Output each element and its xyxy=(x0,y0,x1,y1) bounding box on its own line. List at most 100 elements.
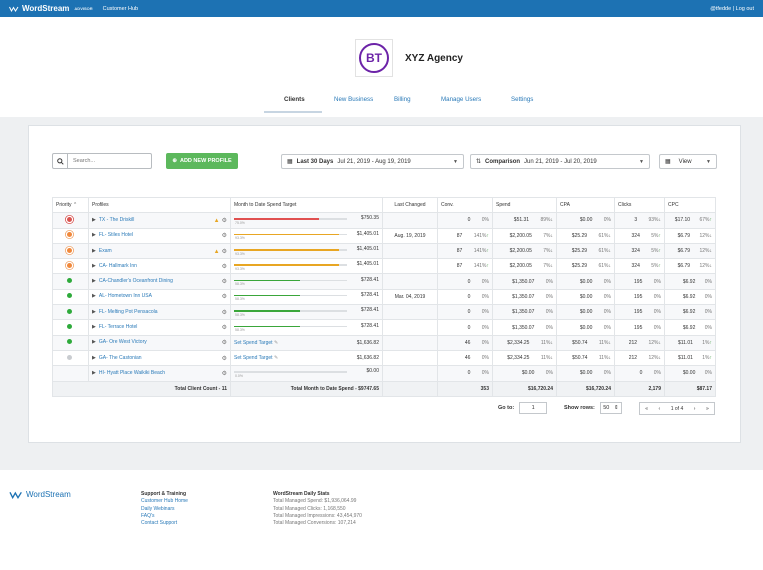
first-page-icon[interactable]: « xyxy=(645,405,649,412)
footer-brand[interactable]: WordStream xyxy=(9,490,71,499)
table-row[interactable]: ▶ CA- Hallmark Inn ⚙ 93.3% $1,405.01 87 141… xyxy=(52,258,716,275)
profile-cell[interactable]: ▶ GA- The Castonian ⚙ xyxy=(88,349,231,367)
prev-page-icon[interactable]: ‹ xyxy=(658,405,661,412)
profile-cell[interactable]: ▶ TX - The Driskill ▲ ⚙ xyxy=(88,212,231,229)
date-range-dropdown[interactable]: ▦ Last 30 Days Jul 21, 2019 - Aug 19, 20… xyxy=(281,154,464,169)
expand-chevron-icon[interactable]: ▶ xyxy=(92,216,96,223)
col-spend[interactable]: Spend xyxy=(492,196,557,214)
table-row[interactable]: ▶ TX - The Driskill ▲ ⚙ 75.0% $750.35 0 0% $… xyxy=(52,212,716,229)
comparison-dropdown[interactable]: ⇅ Comparison Jun 21, 2019 - Jul 20, 2019… xyxy=(470,154,650,169)
profile-link[interactable]: Exam xyxy=(98,247,112,254)
footer-link-customer-hub[interactable]: Customer Hub Home xyxy=(141,498,188,505)
customer-hub-label[interactable]: Customer Hub xyxy=(102,5,139,12)
pencil-icon[interactable]: ✎ xyxy=(273,339,279,346)
profile-cell[interactable]: ▶ FL- Stiles Hotel ⚙ xyxy=(88,227,231,244)
expand-chevron-icon[interactable]: ▶ xyxy=(92,278,96,285)
rows-select[interactable]: 50 ⇕ xyxy=(599,402,622,414)
tab-billing[interactable]: Billing xyxy=(394,96,411,103)
profile-link[interactable]: FL- Stiles Hotel xyxy=(98,232,134,239)
col-clicks[interactable]: Clicks xyxy=(614,196,665,214)
profile-link[interactable]: GA- The Castonian xyxy=(98,354,142,361)
col-cpc[interactable]: CPC xyxy=(664,196,716,214)
profile-link[interactable]: FL- Terrace Hotel xyxy=(98,324,138,331)
table-row[interactable]: ▶ FL- Stiles Hotel ⚙ 93.3% $1,405.01 Aug. 1… xyxy=(52,227,716,244)
add-new-profile-button[interactable]: ⊕ ADD NEW PROFILE xyxy=(166,153,238,169)
view-dropdown[interactable]: ▦ View ▼ xyxy=(659,154,717,169)
profile-cell[interactable]: ▶ FL- Terrace Hotel ⚙ xyxy=(88,319,231,336)
tab-manage-users[interactable]: Manage Users xyxy=(441,96,482,103)
gear-icon[interactable]: ⚙ xyxy=(221,217,227,224)
expand-chevron-icon[interactable]: ▶ xyxy=(92,339,96,346)
expand-chevron-icon[interactable]: ▶ xyxy=(92,308,96,315)
username-link[interactable]: @tfedde xyxy=(710,5,732,12)
table-row[interactable]: ▶ GA- Ore West Victory ⚙ Set Spend Target … xyxy=(52,334,716,351)
table-row[interactable]: ▶ FL- Terrace Hotel ⚙ 58.3% $728.41 0 0% $1… xyxy=(52,319,716,336)
profile-link[interactable]: CA- Hallmark Inn xyxy=(98,262,137,269)
gear-icon[interactable]: ⚙ xyxy=(221,233,227,240)
search-icon[interactable] xyxy=(53,154,68,168)
profile-link[interactable]: HI- Hyatt Place Waikiki Beach xyxy=(98,369,166,376)
set-spend-target-link[interactable]: Set Spend Target xyxy=(234,339,273,346)
arrow-up-icon: ↑ xyxy=(486,263,490,270)
profile-cell[interactable]: ▶ FL- Melting Pot Pensacola ⚙ xyxy=(88,304,231,321)
goto-input[interactable]: 1 xyxy=(519,402,548,414)
profile-link[interactable]: CA-Chandler's Oceanfront Dining xyxy=(98,278,173,285)
footer-link-contact[interactable]: Contact Support xyxy=(141,520,178,527)
table-row[interactable]: ▶ AL- Hometown Inn USA ⚙ 58.3% $728.41 Mar.… xyxy=(52,288,716,306)
gear-icon[interactable]: ⚙ xyxy=(221,263,227,270)
col-profiles[interactable]: Profiles xyxy=(88,196,231,214)
table-row[interactable]: ▶ HI- Hyatt Place Waikiki Beach ⚙ 0.0% $0.0… xyxy=(52,365,716,382)
profile-cell[interactable]: ▶ Exam ▲ ⚙ xyxy=(88,242,231,260)
gear-icon[interactable]: ⚙ xyxy=(221,355,227,362)
set-spend-target-link[interactable]: Set Spend Target xyxy=(234,355,273,362)
table-row[interactable]: ▶ CA-Chandler's Oceanfront Dining ⚙ 58.3% $… xyxy=(52,273,716,290)
profile-link[interactable]: FL- Melting Pot Pensacola xyxy=(98,308,158,315)
table-row[interactable]: ▶ GA- The Castonian ⚙ Set Spend Target ✎ $1… xyxy=(52,349,716,367)
expand-chevron-icon[interactable]: ▶ xyxy=(92,293,96,300)
spend-progress-fill xyxy=(234,310,300,312)
gear-icon[interactable]: ⚙ xyxy=(221,325,227,332)
table-row[interactable]: ▶ FL- Melting Pot Pensacola ⚙ 58.3% $728.41… xyxy=(52,304,716,321)
tab-settings[interactable]: Settings xyxy=(511,96,534,103)
arrow-up-icon: ↑ xyxy=(658,232,662,239)
gear-icon[interactable]: ⚙ xyxy=(221,370,227,377)
last-page-icon[interactable]: » xyxy=(705,405,709,412)
col-cpa[interactable]: CPA xyxy=(556,196,615,214)
profile-cell[interactable]: ▶ GA- Ore West Victory ⚙ xyxy=(88,334,231,351)
clicks-cell: 324 5%↑ xyxy=(614,242,665,260)
profile-cell[interactable]: ▶ AL- Hometown Inn USA ⚙ xyxy=(88,288,231,306)
next-page-icon[interactable]: › xyxy=(693,405,696,412)
last-changed-cell xyxy=(382,319,438,336)
gear-icon[interactable]: ⚙ xyxy=(221,340,227,347)
col-spend-target[interactable]: Month to Date Spend Target xyxy=(230,196,383,214)
table-row[interactable]: ▶ Exam ▲ ⚙ 93.3% $1,405.01 87 141%↑ $2,200.0… xyxy=(52,242,716,260)
profile-link[interactable]: GA- Ore West Victory xyxy=(98,339,147,346)
pencil-icon[interactable]: ✎ xyxy=(273,355,279,362)
profile-cell[interactable]: ▶ CA- Hallmark Inn ⚙ xyxy=(88,258,231,275)
search-input[interactable] xyxy=(68,158,148,164)
gear-icon[interactable]: ⚙ xyxy=(221,248,227,255)
expand-chevron-icon[interactable]: ▶ xyxy=(92,354,96,361)
gear-icon[interactable]: ⚙ xyxy=(221,279,227,286)
col-last-changed[interactable]: Last Changed xyxy=(382,196,438,214)
expand-chevron-icon[interactable]: ▶ xyxy=(92,232,96,239)
expand-chevron-icon[interactable]: ▶ xyxy=(92,324,96,331)
expand-chevron-icon[interactable]: ▶ xyxy=(92,369,96,376)
col-conv[interactable]: Conv. xyxy=(437,196,493,214)
expand-chevron-icon[interactable]: ▶ xyxy=(92,262,96,269)
gear-icon[interactable]: ⚙ xyxy=(221,294,227,301)
logout-link[interactable]: Log out xyxy=(735,5,754,12)
expand-chevron-icon[interactable]: ▶ xyxy=(92,247,96,254)
profile-cell[interactable]: ▶ HI- Hyatt Place Waikiki Beach ⚙ xyxy=(88,365,231,382)
profile-cell[interactable]: ▶ CA-Chandler's Oceanfront Dining ⚙ xyxy=(88,273,231,290)
footer-link-webinars[interactable]: Daily Webinars xyxy=(141,505,175,512)
tab-new-business[interactable]: New Business xyxy=(334,96,374,103)
last-changed-cell xyxy=(382,242,438,260)
profile-link[interactable]: TX - The Driskill xyxy=(98,216,135,223)
footer-link-faq[interactable]: FAQ's xyxy=(141,512,155,519)
wordstream-brand[interactable]: WordStream ADVISOR xyxy=(9,4,93,13)
profile-link[interactable]: AL- Hometown Inn USA xyxy=(98,293,152,300)
col-priority[interactable]: Priority ⌃ xyxy=(52,196,89,214)
gear-icon[interactable]: ⚙ xyxy=(221,309,227,316)
tab-clients[interactable]: Clients xyxy=(284,96,305,103)
